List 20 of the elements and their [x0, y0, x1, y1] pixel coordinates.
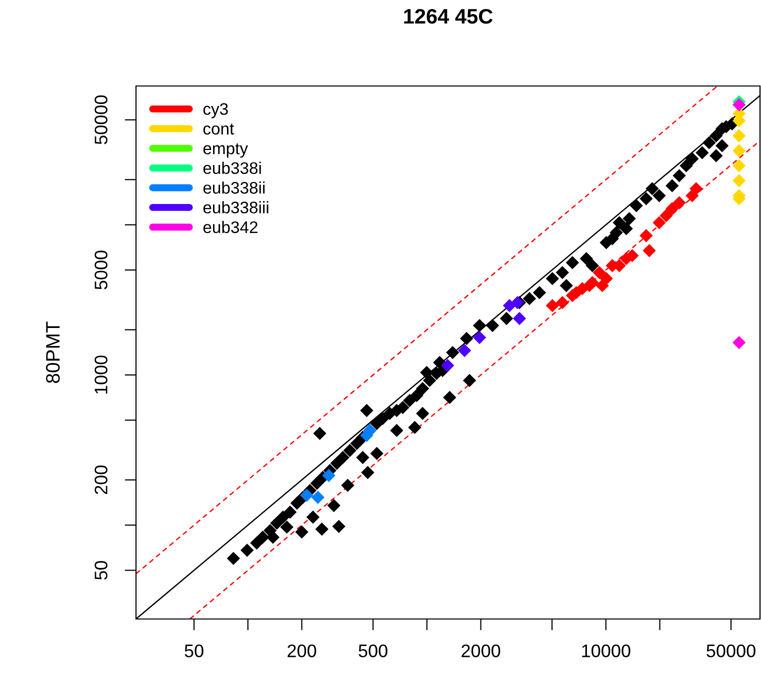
- x-tick-label: 200: [288, 644, 316, 658]
- x-tick-label: 2000: [462, 644, 500, 658]
- x-tick-label: 50000: [706, 644, 756, 658]
- legend-label: cont: [203, 124, 234, 135]
- y-tick-label: 200: [94, 466, 108, 494]
- x-tick-label: 10000: [582, 644, 630, 658]
- y-tick-label: 50: [94, 560, 108, 580]
- x-tick-label: 500: [358, 644, 388, 658]
- legend-label: empty: [203, 143, 248, 158]
- legend-label: eub338i: [203, 162, 261, 174]
- legend-label: eub338iii: [203, 201, 268, 214]
- legend-label: eub338ii: [203, 181, 265, 194]
- x-tick-label: 50: [184, 644, 204, 658]
- legend-label: cy3: [203, 103, 228, 118]
- chart-title: 1264 45C: [404, 8, 493, 24]
- y-axis-title: 80PMT: [46, 322, 60, 383]
- legend-label: eub342: [203, 220, 258, 234]
- y-tick-label: 1000: [94, 356, 108, 394]
- y-tick-label: 5000: [94, 250, 108, 290]
- y-tick-label: 50000: [94, 95, 108, 144]
